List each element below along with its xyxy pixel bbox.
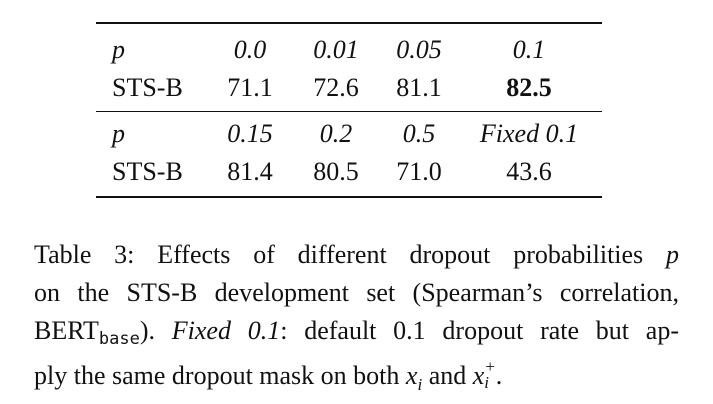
row-label-stsb: STS-B <box>112 157 183 186</box>
table-row-p-bottom: p 0.15 0.2 0.5 Fixed 0.1 <box>96 114 602 154</box>
stsb-value-cell: 43.6 <box>506 157 552 186</box>
p-value-cell: 0.01 <box>313 35 359 64</box>
table-top-rule <box>96 22 602 24</box>
p-value-cell: 0.0 <box>233 35 267 64</box>
stsb-value-cell: 81.1 <box>396 73 442 102</box>
table-mid-rule <box>96 111 602 112</box>
stsb-value-cell: 80.5 <box>313 157 359 186</box>
table-bottom-rule <box>96 196 602 198</box>
stsb-best-value-cell: 82.5 <box>506 73 552 102</box>
caption-line-3: BERTbase). Fixed 0.1: default 0.1 dropou… <box>34 316 679 349</box>
stsb-value-cell: 71.0 <box>396 157 442 186</box>
caption-var-x-i: xi <box>405 361 423 394</box>
caption-line-4: ply the same dropout mask on both xi and… <box>34 357 503 394</box>
stsb-value-cell: 71.1 <box>227 73 273 102</box>
bert-base-subscript: base <box>98 329 140 349</box>
p-value-cell: 0.15 <box>227 119 273 148</box>
stsb-value-cell: 81.4 <box>227 157 273 186</box>
caption-line-2: on the STS-B development set (Spearman’s… <box>34 278 679 307</box>
p-value-cell: 0.5 <box>402 119 436 148</box>
p-value-cell: 0.05 <box>396 35 442 64</box>
table-row-p-top: p 0.0 0.01 0.05 0.1 <box>96 30 602 70</box>
p-value-cell: 0.2 <box>319 119 353 148</box>
dropout-table: p 0.0 0.01 0.05 0.1 STS-B 71.1 72.6 81.1… <box>96 22 602 198</box>
table-caption: Table 3: Effects of different dropout pr… <box>34 236 679 394</box>
table-row-stsb-top: STS-B 71.1 72.6 81.1 82.5 <box>96 68 602 108</box>
row-label-p: p <box>112 119 125 148</box>
stsb-value-cell: 72.6 <box>313 73 359 102</box>
table-row-stsb-bottom: STS-B 81.4 80.5 71.0 43.6 <box>96 152 602 192</box>
caption-line-1: Table 3: Effects of different dropout pr… <box>34 240 679 269</box>
caption-var-p: p <box>666 240 679 269</box>
p-value-cell: 0.1 <box>512 35 546 64</box>
p-value-cell: Fixed 0.1 <box>479 119 579 148</box>
caption-fixed-term: Fixed 0.1 <box>171 316 281 345</box>
row-label-stsb: STS-B <box>112 73 183 102</box>
row-label-p: p <box>112 35 125 64</box>
caption-var-x-i-plus: x+ i <box>472 357 496 392</box>
